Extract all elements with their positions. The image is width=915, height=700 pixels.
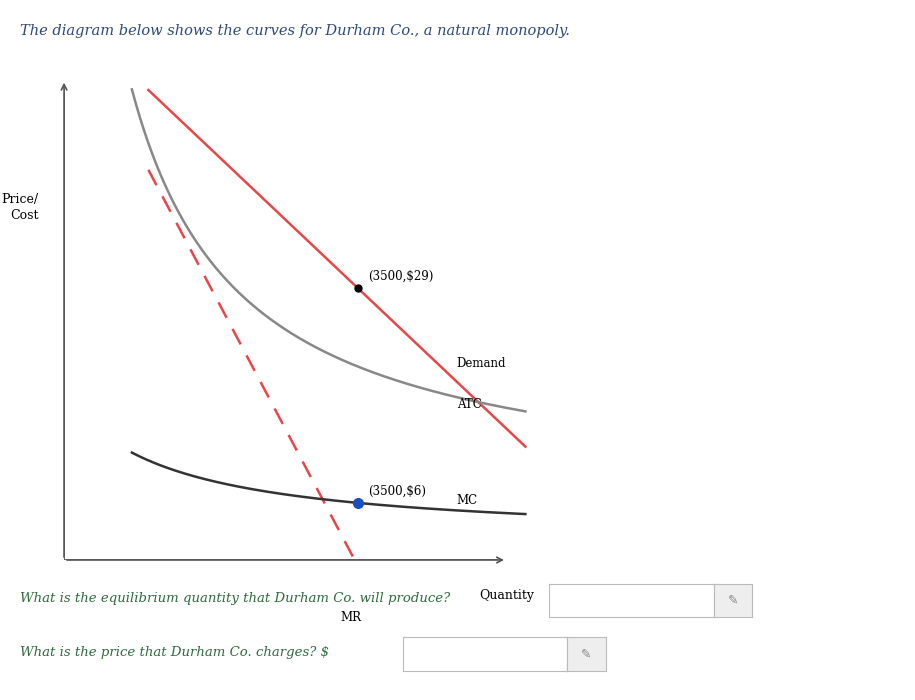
Text: Demand: Demand [457,357,506,370]
Text: Price/
Cost: Price/ Cost [2,193,39,222]
Text: The diagram below shows the curves for Durham Co., a natural monopoly.: The diagram below shows the curves for D… [20,25,570,38]
Text: ✎: ✎ [727,594,738,607]
Text: ATC: ATC [457,398,481,412]
Text: (3500,$29): (3500,$29) [368,270,433,283]
Text: MC: MC [457,494,478,507]
Text: What is the price that Durham Co. charges? $: What is the price that Durham Co. charge… [20,646,329,659]
Text: Quantity: Quantity [479,589,534,603]
Text: ✎: ✎ [581,648,592,660]
Text: MR: MR [341,611,361,624]
Text: What is the equilibrium quantity that Durham Co. will produce?: What is the equilibrium quantity that Du… [20,592,450,605]
Text: (3500,$6): (3500,$6) [368,485,425,498]
